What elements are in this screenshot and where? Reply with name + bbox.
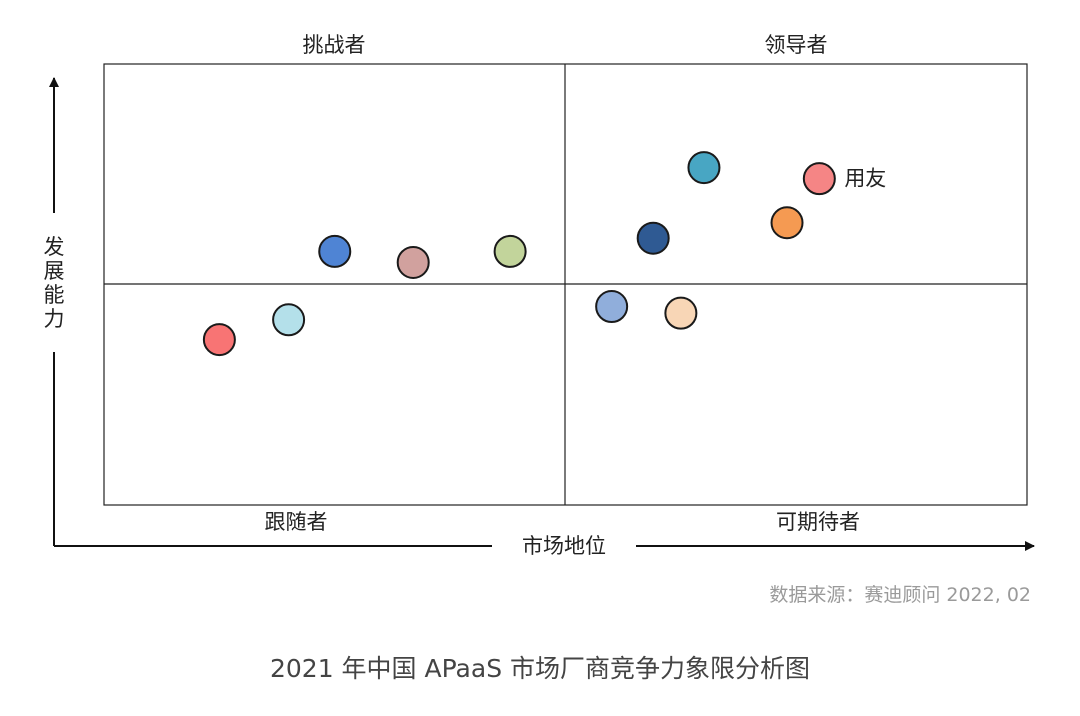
chart-title: 2021 年中国 APaaS 市场厂商竞争力象限分析图 (270, 654, 810, 683)
quadrant-label-top-right: 领导者 (765, 33, 828, 57)
quadrant-label-bottom-right: 可期待者 (776, 510, 860, 534)
quadrant-label-top-left: 挑战者 (303, 33, 366, 57)
scatter-point (396, 245, 430, 279)
y-axis-label-char: 展 (44, 259, 65, 283)
scatter-point (770, 206, 804, 240)
quadrant-label-bottom-left: 跟随者 (265, 510, 328, 534)
y-axis-label: 发展能力 (44, 235, 65, 331)
data-source: 数据来源：赛迪顾问 2022, 02 (769, 584, 1031, 606)
scatter-point (272, 303, 306, 337)
y-axis-label-char: 能 (44, 283, 65, 307)
scatter-point (636, 221, 670, 255)
x-axis-label: 市场地位 (522, 534, 606, 558)
scatter-points: 用友 (202, 151, 886, 357)
scatter-point (318, 234, 352, 268)
scatter-point (493, 234, 527, 268)
scatter-point (202, 323, 236, 357)
y-axis-label-char: 力 (44, 307, 65, 331)
scatter-point (802, 162, 836, 196)
scatter-point (664, 296, 698, 330)
y-axis-label-char: 发 (44, 235, 65, 259)
scatter-point (595, 290, 629, 324)
scatter-point (687, 151, 721, 185)
point-label: 用友 (844, 167, 886, 191)
